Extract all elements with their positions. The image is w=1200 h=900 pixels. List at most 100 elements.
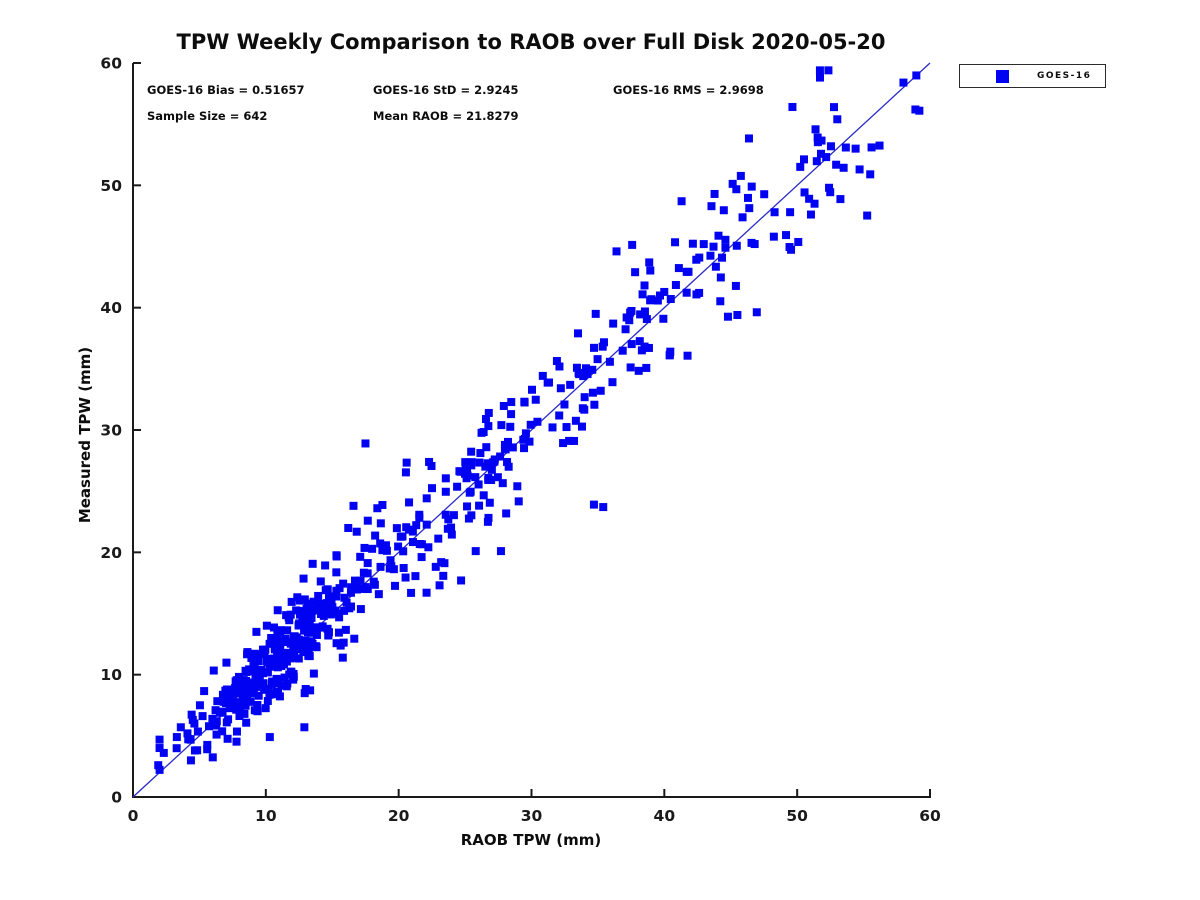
data-point [747,238,756,247]
data-point [559,439,568,448]
data-point [344,523,353,532]
data-point [449,511,458,520]
data-point [796,162,805,171]
data-point [447,530,456,539]
data-point [533,417,542,426]
data-point [336,641,345,650]
data-point [714,231,723,240]
data-point [218,727,227,736]
data-point [507,410,516,419]
y-tick-label: 40 [100,299,122,317]
data-point [289,675,298,684]
data-point [572,363,581,372]
data-point [538,371,547,380]
data-point [507,398,516,407]
x-tick-label: 60 [919,807,941,825]
data-point [548,423,557,432]
data-point [580,393,589,402]
data-point [483,459,492,468]
data-point [283,626,292,635]
data-point [281,634,290,643]
data-point [340,606,349,615]
data-point [800,188,809,197]
data-point [219,697,228,706]
data-point [308,559,317,568]
data-point [203,745,212,754]
data-point [441,487,450,496]
data-point [275,627,284,636]
data-point [155,765,164,774]
data-point [306,686,315,695]
data-point [786,208,795,217]
data-point [707,202,716,211]
data-point [386,556,395,565]
data-point [655,291,664,300]
data-point [342,598,351,607]
data-point [485,498,494,507]
data-point [339,579,348,588]
data-point [242,718,251,727]
data-point [504,462,513,471]
data-point [378,546,387,555]
data-point [728,179,737,188]
data-point [555,362,564,371]
data-point [640,281,649,290]
data-point [866,170,875,179]
data-point [275,637,284,646]
data-point [484,513,493,522]
data-point [692,255,701,264]
data-point [238,695,247,704]
data-point [422,494,431,503]
data-point [232,727,241,736]
data-point [556,384,565,393]
data-point [287,597,296,606]
data-point [176,723,185,732]
data-point [253,700,262,709]
data-point [826,188,835,197]
data-point [236,702,245,711]
data-point [376,562,385,571]
data-point [471,547,480,556]
data-point [376,539,385,548]
data-point [257,665,266,674]
data-point [609,319,618,328]
data-point [314,605,323,614]
data-point [520,397,529,406]
data-point [637,346,646,355]
data-point [642,315,651,324]
data-point [407,588,416,597]
data-point [376,519,385,528]
data-point [294,654,303,663]
legend-goes16-label: GOES-16 [1037,71,1092,81]
data-point [417,553,426,562]
data-point [280,651,289,660]
data-point [589,343,598,352]
data-point [277,681,286,690]
data-point [228,700,237,709]
data-point [273,606,282,615]
data-point [411,572,420,581]
data-point [682,288,691,297]
data-point [653,296,662,305]
data-point [716,297,725,306]
data-point [721,243,730,252]
data-point [593,355,602,364]
data-point [241,666,250,675]
data-point [282,611,291,620]
data-point [682,267,691,276]
chart-title: TPW Weekly Comparison to RAOB over Full … [176,30,886,54]
data-point [265,639,274,648]
data-point [493,473,502,482]
data-point [465,488,474,497]
data-point [829,103,838,112]
data-point [250,649,259,658]
data-point [292,606,301,615]
data-point [747,182,756,191]
data-point [659,314,668,323]
data-point [360,543,369,552]
data-point [269,623,278,632]
data-point [579,372,588,381]
data-point [497,421,506,430]
data-point [440,559,449,568]
data-point [521,429,530,438]
